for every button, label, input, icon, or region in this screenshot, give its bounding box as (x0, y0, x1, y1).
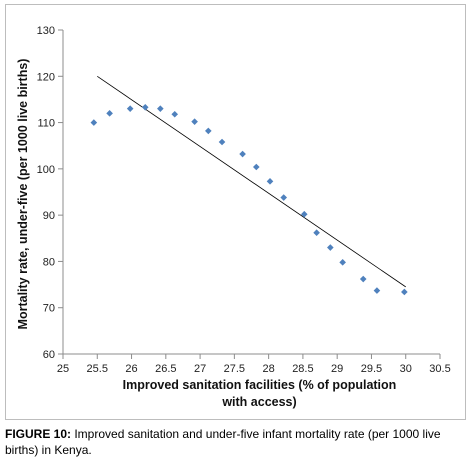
x-tick-label: 25.5 (87, 363, 108, 375)
data-point-marker (401, 288, 408, 296)
data-points (90, 103, 408, 296)
x-tick-label: 26 (125, 363, 137, 375)
data-point-marker (90, 119, 98, 126)
y-tick-label: 90 (43, 210, 55, 222)
x-tick-label: 27 (194, 363, 206, 375)
y-tick-label: 120 (37, 71, 55, 83)
x-tick-label: 26.5 (155, 363, 176, 375)
x-tick-label: 30 (400, 363, 412, 375)
figure-frame (5, 4, 466, 420)
y-tick-label: 80 (43, 256, 55, 268)
x-tick-label: 28 (263, 363, 275, 375)
y-tick-label: 60 (43, 349, 55, 361)
data-point-marker (171, 110, 179, 118)
scatter-chart: 60 70 80 90 100 110 120 130 25 25.5 26 26.5 27 27.5 28… (16, 25, 451, 409)
x-tick-label: 27.5 (224, 363, 245, 375)
caption-label: FIGURE 10: (5, 427, 72, 441)
data-point-marker (239, 150, 246, 158)
data-point-marker (252, 163, 260, 171)
data-point-marker (266, 178, 274, 185)
y-tick-label: 70 (43, 303, 55, 315)
x-tick-label: 29 (331, 363, 343, 375)
axes (58, 29, 441, 359)
data-point-marker (339, 259, 346, 266)
y-tick-label: 130 (37, 25, 55, 37)
data-point-marker (126, 105, 134, 112)
data-point-marker (327, 244, 334, 251)
data-point-marker (141, 103, 149, 111)
x-tick-label: 28.5 (292, 363, 313, 375)
data-point-marker (205, 127, 212, 135)
x-tick-label: 25 (57, 363, 69, 375)
data-point-marker (280, 194, 288, 201)
data-point-marker (359, 275, 367, 283)
caption-text: Improved sanitation and under-five infan… (5, 427, 441, 457)
data-point-marker (106, 110, 113, 117)
y-axis-title: Mortality rate, under-five (per 1000 liv… (16, 59, 30, 330)
x-tick-label: 29.5 (361, 363, 382, 375)
data-point-marker (157, 105, 164, 112)
linear-trendline (97, 75, 406, 288)
x-axis-title-line: with access) (221, 395, 296, 409)
data-point-marker (218, 138, 226, 146)
y-tick-label: 100 (37, 164, 55, 176)
axis-labels: 60 70 80 90 100 110 120 130 25 25.5 26 26.5 27 27.5 28… (16, 25, 451, 409)
figure-caption: FIGURE 10: Improved sanitation and under… (5, 426, 467, 458)
data-point-marker (313, 229, 320, 237)
x-axis-title-line: Improved sanitation facilities (% of pop… (123, 378, 397, 392)
data-point-marker (300, 210, 308, 218)
x-tick-label: 30.5 (429, 363, 450, 375)
y-tick-label: 110 (37, 118, 55, 130)
data-point-marker (373, 287, 381, 294)
data-point-marker (191, 118, 198, 125)
trendline-layer (97, 75, 406, 288)
